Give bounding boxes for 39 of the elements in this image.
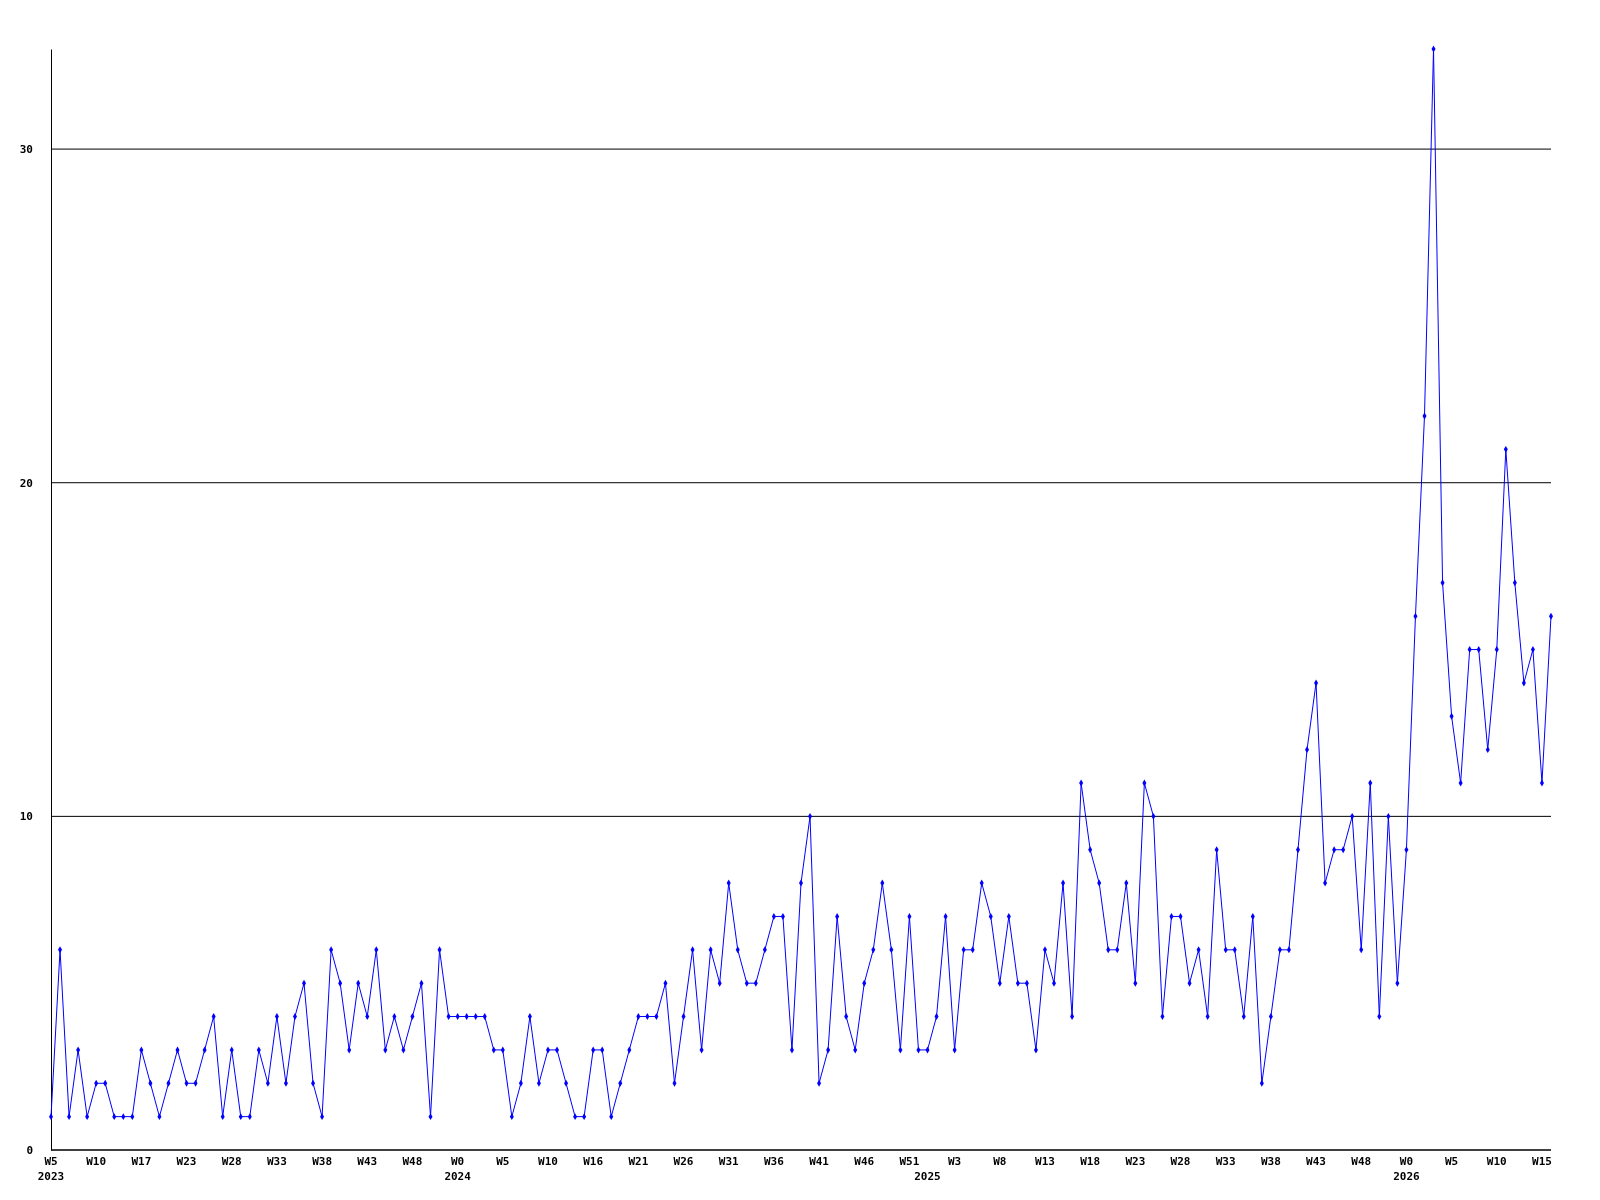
x-tick-label: W10 — [538, 1155, 558, 1168]
x-tick-label: W28 — [1170, 1155, 1191, 1168]
y-tick-label: 10 — [19, 810, 33, 824]
x-tick-label: W0 2024 — [444, 1155, 472, 1183]
x-tick-label: W51 — [899, 1155, 920, 1168]
y-tick-label: 30 — [19, 143, 33, 157]
x-tick-label: W38 — [312, 1155, 333, 1168]
x-tick-label: W21 — [628, 1155, 649, 1168]
x-tick-label: W8 — [993, 1155, 1007, 1168]
x-tick-label: W48 — [402, 1155, 423, 1168]
x-tick-label: W10 — [86, 1155, 107, 1168]
y-tick-label: 20 — [19, 476, 33, 490]
x-tick-label: W33 — [266, 1155, 287, 1168]
x-tick-label: W3 — [947, 1155, 962, 1168]
x-tick-label: W33 — [1215, 1155, 1236, 1168]
x-tick-label: W43 — [357, 1155, 378, 1168]
x-tick-label: W38 — [1260, 1155, 1281, 1168]
x-tick-label: W43 — [1306, 1155, 1326, 1168]
x-tick-label: 2025 — [914, 1170, 941, 1183]
x-tick-label: W15 — [1532, 1155, 1552, 1168]
x-tick-label: W10 — [1486, 1155, 1507, 1168]
x-tick-label: W5 — [496, 1155, 510, 1168]
x-tick-label: W5 — [1444, 1155, 1459, 1168]
x-tick-label: W13 — [1035, 1155, 1055, 1168]
x-tick-label: W5 2023 — [37, 1155, 65, 1183]
x-tick-label: W41 — [809, 1155, 830, 1168]
x-tick-label: W28 — [221, 1155, 242, 1168]
x-tick-label: W0 2026 — [1393, 1155, 1421, 1183]
x-tick-label: W26 — [673, 1155, 694, 1168]
x-tick-label: W23 — [176, 1155, 197, 1168]
x-tick-label: W48 — [1351, 1155, 1372, 1168]
x-tick-label: W18 — [1080, 1155, 1101, 1168]
y-tick-label: 0 — [26, 1144, 33, 1158]
x-tick-label: W31 — [718, 1155, 740, 1168]
x-tick-label: W16 — [583, 1155, 604, 1168]
x-tick-label: W23 — [1125, 1155, 1146, 1168]
x-tick-label: W46 — [854, 1155, 875, 1168]
x-tick-label: W36 — [763, 1155, 785, 1168]
x-tick-label: W17 — [131, 1155, 152, 1168]
